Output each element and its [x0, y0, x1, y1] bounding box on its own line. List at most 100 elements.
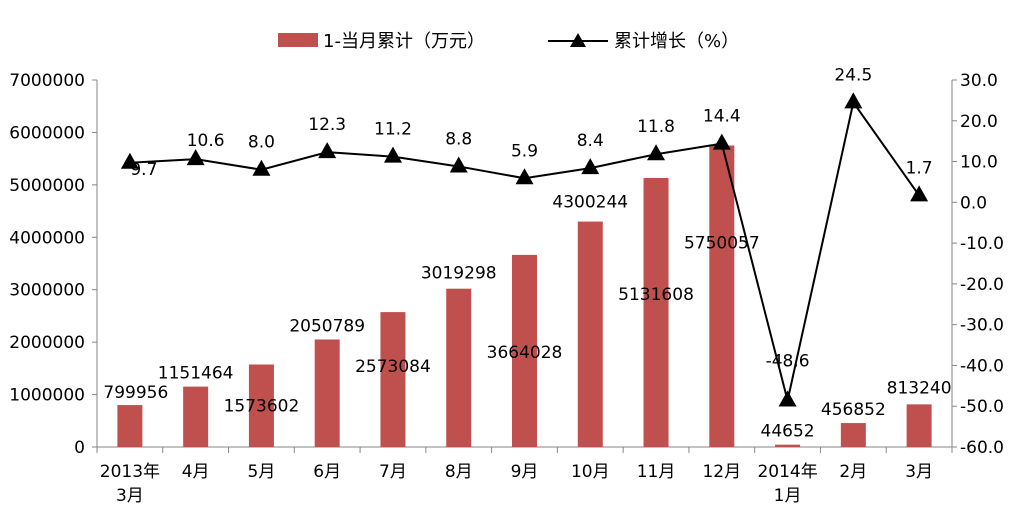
bar: [577, 221, 603, 447]
x-tick-label: 4月: [182, 462, 210, 482]
line-series: [120, 92, 929, 407]
x-tick-label-line: 8月: [445, 462, 473, 482]
bar: [248, 364, 274, 447]
line-data-label: 5.9: [511, 141, 538, 161]
x-tick-label: 6月: [313, 462, 341, 482]
line-point-triangle: [778, 390, 797, 407]
bar-data-label: 799956: [103, 383, 168, 403]
line-point-triangle: [252, 159, 271, 176]
x-tick-label-line: 3月: [905, 462, 933, 482]
line-point-triangle: [318, 142, 337, 159]
axes: 0 1000000 2000000 3000000 4000000 5000000 6000…: [9, 71, 1004, 506]
x-tick-label-line: 6月: [313, 462, 341, 482]
y-right-tick-label: -20.0: [960, 275, 1004, 295]
x-tick-label: 5月: [248, 462, 276, 482]
x-tick-label: 11月: [637, 462, 676, 482]
bar: [775, 444, 801, 447]
line-data-label: -48.6: [766, 352, 810, 372]
bar: [709, 145, 735, 448]
line-point-triangle: [383, 146, 402, 163]
bar: [643, 177, 669, 447]
line-point-triangle: [647, 144, 666, 161]
x-tick-label: 9月: [511, 462, 539, 482]
line-data-label: 11.2: [374, 120, 412, 140]
bar-data-label: 4300244: [552, 193, 628, 213]
line-point-triangle: [910, 185, 929, 202]
line-point-triangle: [515, 168, 534, 185]
y-left-tick-label: 3000000: [9, 281, 85, 301]
bar-data-label: 813240: [887, 378, 952, 398]
x-tick-label: 12月: [702, 462, 741, 482]
y-right-tick-label: 30.0: [960, 71, 998, 91]
line-point-triangle: [581, 158, 600, 175]
bar: [380, 312, 406, 447]
x-tick-label-line: 3月: [116, 486, 144, 506]
line-data-label: 24.5: [834, 65, 872, 85]
line-data-label: 9.7: [130, 160, 157, 180]
bar-data-label: 456852: [821, 400, 886, 420]
bar-data-label: 44652: [761, 422, 815, 442]
x-tick-label: 2014年 1月: [757, 462, 817, 506]
line-data-label: 1.7: [906, 158, 933, 178]
line-point-triangle: [449, 156, 468, 173]
y-right-tick-label: 20.0: [960, 112, 998, 132]
x-tick-label: 8月: [445, 462, 473, 482]
bar: [840, 423, 866, 447]
bar-data-label: 5131608: [618, 285, 694, 305]
bar-series: [117, 145, 932, 448]
y-right-tick-label: 0.0: [960, 193, 987, 213]
bar-data-label: 1573602: [224, 396, 300, 416]
y-left-tick-label: 1000000: [9, 386, 85, 406]
x-tick-label-line: 5月: [248, 462, 276, 482]
x-tick-label: 10月: [571, 462, 610, 482]
bar-data-label: 5750057: [684, 234, 760, 254]
line-data-label: 10.6: [187, 131, 225, 151]
x-tick-label-line: 11月: [637, 462, 676, 482]
line-data-label: 11.8: [637, 117, 675, 137]
x-tick-label-line: 2月: [839, 462, 867, 482]
legend-label-line: 累计增长（%）: [614, 31, 739, 52]
legend-swatch-triangle: [570, 33, 586, 47]
y-left-tick-label: 0: [74, 438, 85, 458]
y-right-tick-label: 10.0: [960, 153, 998, 173]
x-tick-label-line: 12月: [702, 462, 741, 482]
x-tick-label: 2月: [839, 462, 867, 482]
bar-data-label: 3664028: [487, 343, 563, 363]
x-tick-label: 3月: [905, 462, 933, 482]
y-right-tick-label: -60.0: [960, 438, 1004, 458]
x-tick-label: 2013年 3月: [100, 462, 160, 506]
bar: [512, 254, 537, 447]
y-left-tick-label: 2000000: [9, 333, 85, 353]
x-tick-label-line: 9月: [511, 462, 539, 482]
line-data-label: 8.4: [577, 131, 604, 151]
bar-data-label: 2050789: [289, 316, 365, 336]
line-data-label: 8.0: [248, 133, 275, 153]
y-right-tick-label: -30.0: [960, 316, 1004, 336]
bar-data-label: 3019298: [421, 264, 497, 284]
y-left-tick-label: 5000000: [9, 176, 85, 196]
legend-swatch-bar: [278, 33, 318, 47]
y-left-tick-label: 6000000: [9, 123, 85, 143]
x-tick-label: 7月: [379, 462, 407, 482]
x-tick-label-line: 4月: [182, 462, 210, 482]
legend: 1-当月累计（万元） 累计增长（%）: [278, 31, 739, 52]
x-tick-label-line: 1月: [774, 486, 802, 506]
line-point-triangle: [120, 152, 139, 169]
bar: [446, 288, 472, 447]
line-data-label: 8.8: [445, 129, 472, 149]
x-tick-label-line: 10月: [571, 462, 610, 482]
y-right-tick-label: -50.0: [960, 397, 1004, 417]
y-right-tick-label: -10.0: [960, 234, 1004, 254]
bar: [906, 404, 932, 447]
bar: [183, 386, 209, 447]
y-right-tick-label: -40.0: [960, 356, 1004, 376]
line-point-triangle: [844, 92, 863, 109]
y-left-tick-label: 7000000: [9, 71, 85, 91]
bar: [314, 339, 340, 447]
legend-label-bar: 1-当月累计（万元）: [323, 31, 485, 52]
x-tick-label-line: 2013年: [100, 462, 160, 482]
line-point-triangle: [712, 133, 731, 150]
x-tick-label-line: 2014年: [757, 462, 817, 482]
